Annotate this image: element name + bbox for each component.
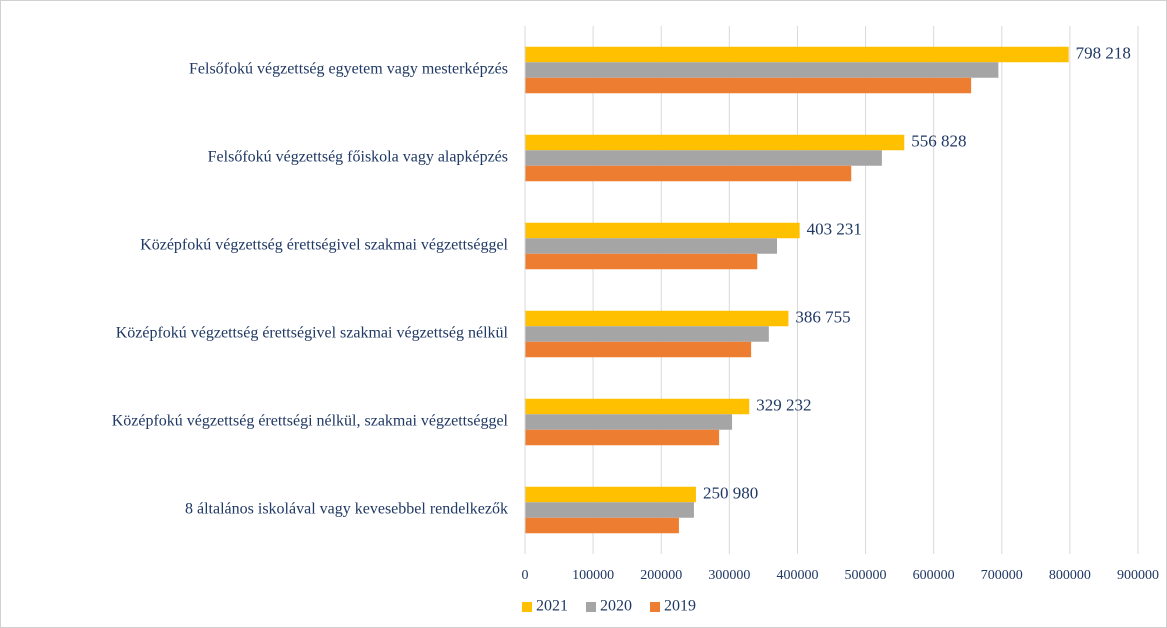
legend-label: 2021 <box>536 598 568 615</box>
bar <box>525 46 1069 63</box>
x-tick-label: 400000 <box>776 568 818 583</box>
y-tick-label: Felsőfokú végzettség főiskola vagy alapk… <box>208 149 508 166</box>
y-tick-label: Középfokú végzettség érettségivel szakma… <box>116 325 509 342</box>
x-tick-label: 500000 <box>845 568 887 583</box>
bar <box>525 134 905 151</box>
value-label: 556 828 <box>911 131 966 150</box>
bar <box>525 414 733 430</box>
value-label: 386 755 <box>795 307 850 326</box>
bar <box>525 326 769 342</box>
y-tick-label: Felsőfokú végzettség egyetem vagy mester… <box>189 61 508 78</box>
bar <box>525 253 758 270</box>
x-tick-label: 800000 <box>1049 568 1091 583</box>
value-label: 798 218 <box>1076 43 1131 62</box>
bar <box>525 310 789 327</box>
bar <box>525 517 679 534</box>
value-label: 329 232 <box>756 395 811 414</box>
bar <box>525 222 800 239</box>
bar <box>525 77 972 94</box>
x-tick-label: 0 <box>522 568 529 583</box>
bar <box>525 165 852 182</box>
bar <box>525 429 720 446</box>
bar <box>525 62 999 78</box>
y-tick-label: Középfokú végzettség érettségivel szakma… <box>140 237 508 254</box>
bar <box>525 150 882 166</box>
bar <box>525 238 778 254</box>
bar <box>525 502 694 518</box>
bar <box>525 486 696 503</box>
x-tick-label: 300000 <box>708 568 750 583</box>
y-tick-label: 8 általános iskolával vagy kevesebbel re… <box>185 501 508 518</box>
legend-label: 2019 <box>664 598 696 615</box>
value-label: 403 231 <box>807 219 862 238</box>
x-tick-label: 200000 <box>640 568 682 583</box>
y-tick-label: Középfokú végzettség érettségi nélkül, s… <box>112 413 509 430</box>
legend-swatch <box>586 602 596 612</box>
value-label: 250 980 <box>703 483 758 502</box>
x-tick-label: 700000 <box>981 568 1023 583</box>
x-tick-label: 600000 <box>913 568 955 583</box>
legend-swatch <box>650 602 660 612</box>
legend-swatch <box>522 602 532 612</box>
bar <box>525 341 752 358</box>
legend-label: 2020 <box>600 598 632 615</box>
x-tick-label: 900000 <box>1117 568 1159 583</box>
bar <box>525 398 750 415</box>
x-tick-label: 100000 <box>572 568 614 583</box>
